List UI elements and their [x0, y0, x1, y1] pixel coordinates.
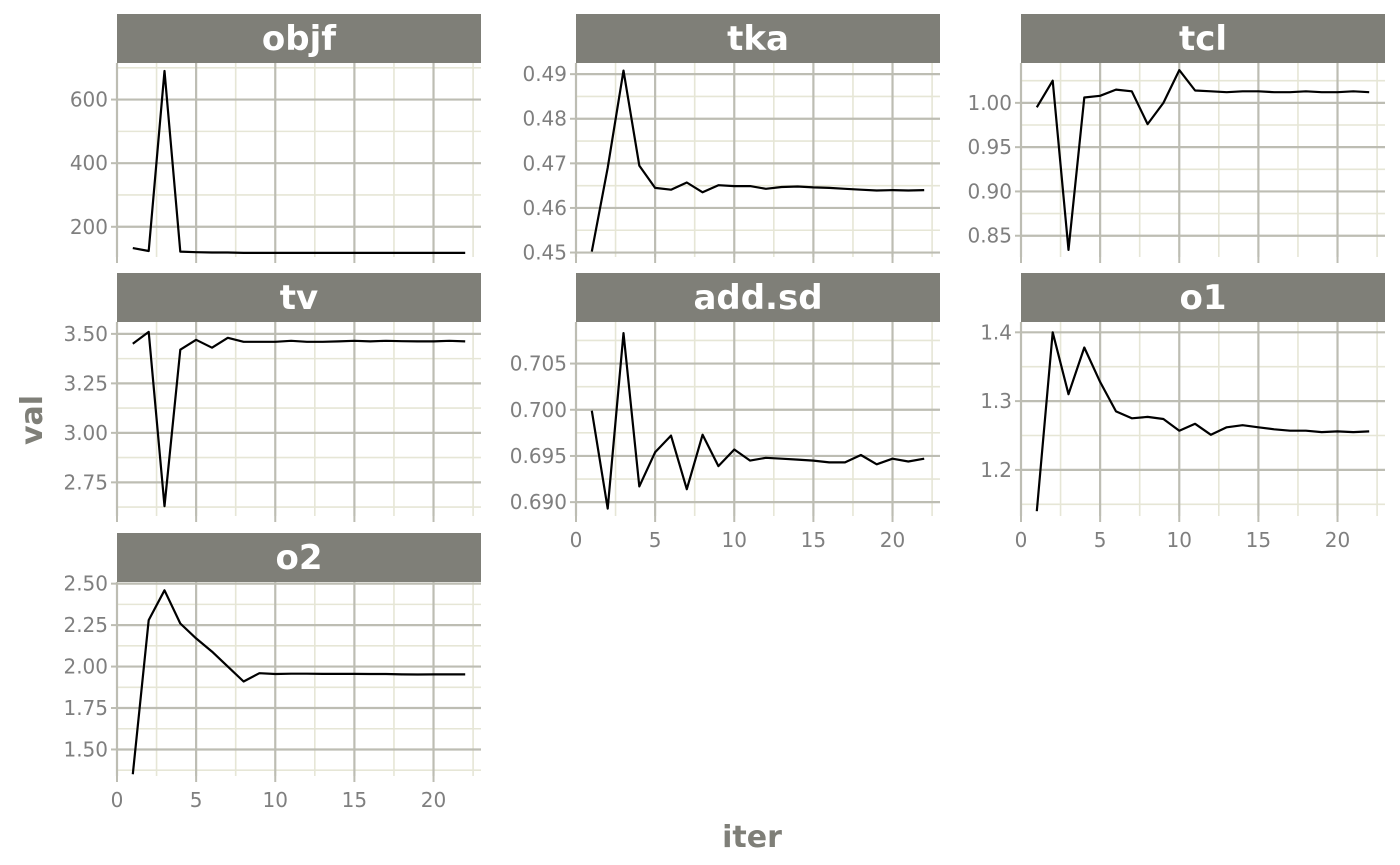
y-tick-label: 400 — [70, 151, 108, 175]
y-tick-label: 0.85 — [967, 224, 1012, 248]
x-tick-label: 5 — [190, 788, 203, 812]
x-tick-label: 20 — [421, 788, 446, 812]
facet-strip — [117, 14, 481, 63]
facet-strip — [1021, 14, 1385, 63]
facet-panels: 200400600objf0.450.460.470.480.49tka0.85… — [63, 14, 1385, 812]
y-tick-label: 2.25 — [63, 613, 108, 637]
facet-strip-label: tv — [280, 278, 318, 318]
y-tick-label: 0.49 — [522, 62, 567, 86]
y-tick-label: 1.2 — [980, 458, 1012, 482]
facet-panel-tka: 0.45 0.46 0.47 0.48 0.49 tka — [522, 14, 940, 265]
y-tick-label: 0.45 — [522, 241, 567, 265]
x-tick-label: 20 — [1325, 528, 1350, 552]
y-tick-label: 200 — [70, 215, 108, 239]
facet-strip-label: tcl — [1179, 19, 1227, 59]
x-tick-label: 20 — [880, 528, 905, 552]
y-tick-label: 3.50 — [63, 322, 108, 346]
x-tick-label: 5 — [649, 528, 662, 552]
facet-strip-label: objf — [262, 19, 337, 59]
y-tick-label: 3.25 — [63, 371, 108, 395]
y-tick-label: 3.00 — [63, 421, 108, 445]
y-tick-label: 0.695 — [510, 444, 567, 468]
facet-panel-tv: 2.75 3.00 3.25 3.50 tv — [63, 273, 481, 522]
y-tick-label: 0.46 — [522, 196, 567, 220]
x-tick-label: 15 — [342, 788, 367, 812]
x-tick-label: 5 — [1094, 528, 1107, 552]
series-line-tcl — [1035, 68, 1370, 251]
facet-strip-label: tka — [727, 19, 789, 59]
x-tick-label: 0 — [111, 788, 124, 812]
facet-strip — [117, 533, 481, 582]
facet-panel-o1: 1.2 1.3 1.4 0 5 10 15 20 o1 — [980, 273, 1385, 552]
y-tick-label: 1.3 — [980, 389, 1012, 413]
series-line-objf — [132, 69, 466, 254]
facet-strip — [576, 273, 940, 322]
facet-strip — [1021, 273, 1385, 322]
series-line-tv — [132, 330, 466, 508]
facet-panel-objf: 200 400 600 objf — [70, 14, 481, 263]
facet-panel-tcl: 0.85 0.90 0.95 1.00 tcl — [967, 14, 1385, 263]
y-tick-label: 2.75 — [63, 470, 108, 494]
facet-strip-label: add.sd — [693, 278, 822, 318]
x-tick-label: 0 — [1015, 528, 1028, 552]
facet-strip-label: o2 — [275, 538, 322, 578]
y-tick-label: 2.50 — [63, 572, 108, 596]
y-tick-label: 2.00 — [63, 655, 108, 679]
facet-strip-label: o1 — [1179, 278, 1226, 318]
x-axis-title: iter — [722, 820, 782, 855]
y-tick-label: 0.95 — [967, 135, 1012, 159]
facet-strip — [117, 273, 481, 322]
y-tick-label: 0.690 — [510, 490, 567, 514]
x-tick-label: 10 — [722, 528, 747, 552]
series-line-tka — [590, 69, 925, 252]
y-tick-label: 600 — [70, 88, 108, 112]
y-tick-label: 1.50 — [63, 737, 108, 761]
x-tick-label: 10 — [263, 788, 288, 812]
y-tick-label: 1.4 — [980, 320, 1012, 344]
x-tick-label: 15 — [801, 528, 826, 552]
y-tick-label: 0.705 — [510, 352, 567, 376]
y-tick-label: 0.90 — [967, 179, 1012, 203]
y-tick-label: 1.00 — [967, 91, 1012, 115]
x-tick-label: 15 — [1246, 528, 1271, 552]
facet-panel-o2: 1.50 1.75 2.00 2.25 2.50 0 5 10 15 20 o2 — [63, 533, 481, 812]
series-line-add-sd — [590, 332, 925, 510]
facet-panel-add-sd: 0.690 0.695 0.700 0.705 0 5 10 15 20 add.sd — [510, 273, 940, 552]
y-axis-title: val — [15, 395, 50, 445]
x-tick-label: 10 — [1167, 528, 1192, 552]
y-tick-label: 0.47 — [522, 151, 567, 175]
y-tick-label: 0.700 — [510, 398, 567, 422]
y-tick-label: 0.48 — [522, 107, 567, 131]
series-line-o2 — [131, 589, 466, 775]
x-tick-label: 0 — [570, 528, 583, 552]
facet-strip — [576, 14, 940, 63]
y-tick-label: 1.75 — [63, 696, 108, 720]
series-line-o1 — [1035, 331, 1370, 512]
